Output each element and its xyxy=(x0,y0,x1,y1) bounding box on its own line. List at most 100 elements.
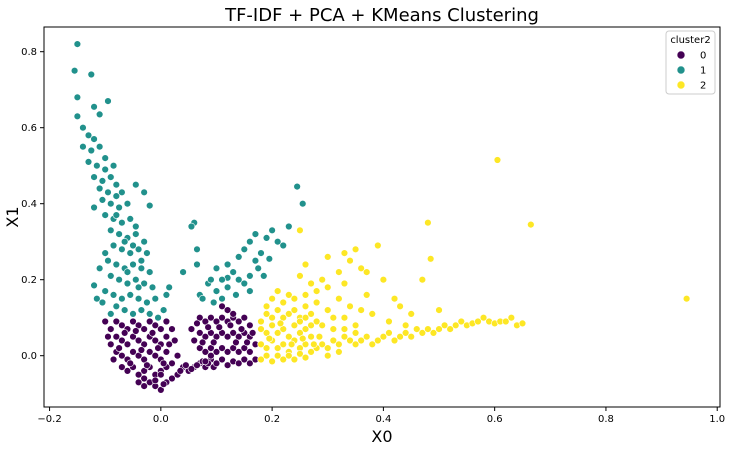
cluster-0-point xyxy=(187,365,196,373)
cluster-1-point xyxy=(193,260,201,269)
cluster-2-point xyxy=(329,325,338,333)
cluster-2-point xyxy=(285,333,293,341)
cluster-1-point xyxy=(73,112,82,121)
cluster-2-point xyxy=(318,321,326,329)
cluster-1-point xyxy=(193,245,201,254)
cluster-0-point xyxy=(229,329,237,337)
cluster-1-point xyxy=(137,257,146,265)
cluster-1-point xyxy=(137,264,146,272)
cluster-2-point xyxy=(682,295,691,303)
cluster-1-point xyxy=(107,272,115,280)
cluster-0-point xyxy=(112,317,121,326)
cluster-0-point xyxy=(107,325,115,333)
cluster-0-point xyxy=(129,317,137,326)
cluster-1-point xyxy=(73,40,82,48)
cluster-2-point xyxy=(329,314,338,322)
cluster-2-point xyxy=(368,310,376,318)
cluster-0-point xyxy=(190,336,198,345)
cluster-2-point xyxy=(290,321,299,329)
cluster-2-point xyxy=(296,317,304,326)
cluster-0-point xyxy=(134,336,143,345)
cluster-2-point xyxy=(301,260,310,269)
cluster-0-point xyxy=(171,336,179,345)
cluster-2-point xyxy=(318,340,326,348)
cluster-0-point xyxy=(140,325,148,333)
cluster-1-point xyxy=(90,173,98,181)
cluster-0-point xyxy=(243,338,251,347)
cluster-1-point xyxy=(104,257,112,265)
cluster-2-point xyxy=(429,329,438,337)
cluster-1-point xyxy=(109,162,118,170)
cluster-1-point xyxy=(246,272,254,280)
cluster-2-point xyxy=(396,333,404,341)
cluster-0-point xyxy=(223,333,232,341)
cluster-2-point xyxy=(335,348,343,356)
cluster-1-point xyxy=(229,268,237,276)
cluster-2-point xyxy=(290,295,299,303)
cluster-2-point xyxy=(374,336,382,345)
cluster-1-point xyxy=(107,310,115,318)
cluster-1-point xyxy=(95,264,104,272)
cluster-1-point xyxy=(112,192,121,200)
cluster-0-point xyxy=(118,321,126,329)
cluster-0-point xyxy=(151,336,159,345)
cluster-1-point xyxy=(246,238,254,246)
y-tick-label: 0.2 xyxy=(21,275,37,286)
cluster-2-point xyxy=(493,156,502,164)
cluster-1-point xyxy=(140,188,148,197)
cluster-0-point xyxy=(218,302,226,310)
cluster-1-point xyxy=(101,165,109,174)
cluster-2-point xyxy=(324,344,332,352)
cluster-1-point xyxy=(198,295,207,303)
cluster-0-point xyxy=(210,338,218,347)
cluster-2-point xyxy=(262,310,271,318)
cluster-2-point xyxy=(268,295,276,303)
cluster-1-point xyxy=(120,306,129,314)
cluster-0-point xyxy=(229,310,237,318)
cluster-1-point xyxy=(115,230,123,238)
cluster-2-point xyxy=(518,319,527,328)
cluster-0-point xyxy=(137,346,146,354)
cluster-2-point xyxy=(301,291,310,299)
cluster-1-point xyxy=(95,184,104,193)
cluster-0-point xyxy=(187,325,196,333)
cluster-1-point xyxy=(159,306,168,314)
cluster-1-point xyxy=(273,238,282,246)
cluster-2-point xyxy=(440,321,449,329)
cluster-1-point xyxy=(79,143,87,151)
cluster-1-point xyxy=(126,215,134,223)
cluster-0-point xyxy=(235,359,243,367)
cluster-1-point xyxy=(254,264,262,272)
cluster-1-point xyxy=(118,188,126,197)
cluster-2-point xyxy=(379,333,388,341)
cluster-1-point xyxy=(260,272,268,280)
x-axis-title: X0 xyxy=(371,427,392,446)
cluster-0-point xyxy=(112,333,121,341)
cluster-1-point xyxy=(93,295,101,303)
cluster-2-point xyxy=(307,310,315,318)
cluster-2-point xyxy=(346,302,354,310)
cluster-1-point xyxy=(79,123,87,132)
cluster-0-point xyxy=(162,317,171,326)
cluster-0-point xyxy=(226,321,235,329)
cluster-0-point xyxy=(218,314,226,322)
cluster-0-point xyxy=(237,325,246,333)
cluster-1-point xyxy=(115,276,123,284)
cluster-1-point xyxy=(90,103,98,111)
legend-label: 1 xyxy=(700,66,706,77)
cluster-0-point xyxy=(201,348,210,356)
cluster-2-point xyxy=(324,352,332,360)
cluster-2-point xyxy=(340,333,349,341)
cluster-1-point xyxy=(87,146,95,155)
cluster-1-point xyxy=(212,287,221,295)
y-axis-ticks: 0.0 0.2 0.4 0.6 0.8 xyxy=(21,47,44,362)
cluster-1-point xyxy=(87,70,95,79)
cluster-0-point xyxy=(193,361,201,369)
cluster-0-point xyxy=(235,348,243,356)
cluster-2-point xyxy=(290,355,299,364)
cluster-0-point xyxy=(151,376,159,385)
cluster-0-point xyxy=(134,371,143,379)
cluster-1-point xyxy=(265,255,274,263)
cluster-2-point xyxy=(257,355,265,364)
